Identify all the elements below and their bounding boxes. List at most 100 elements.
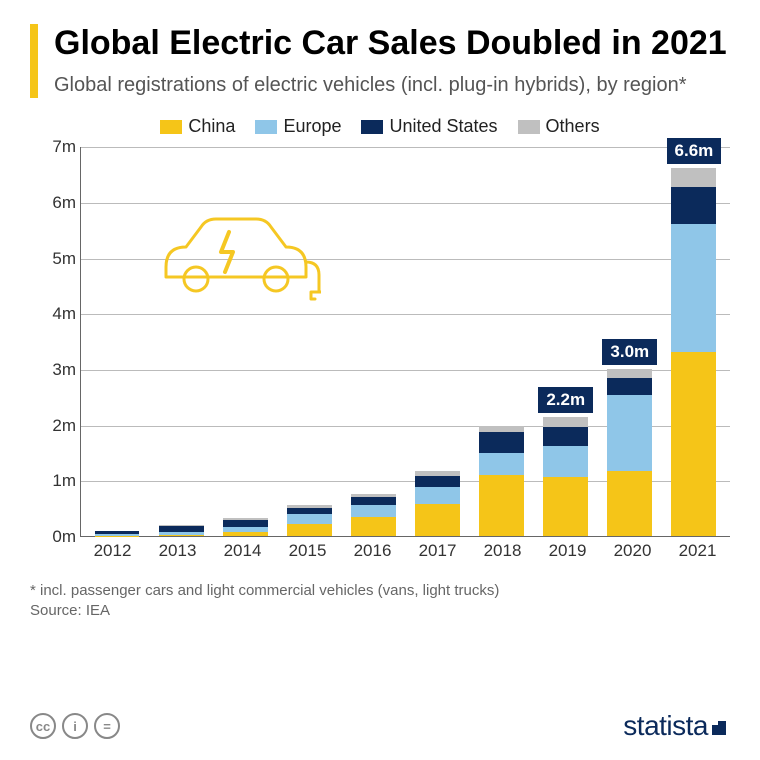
legend-swatch xyxy=(518,120,540,134)
y-tick-label: 5m xyxy=(52,249,76,269)
footnote: * incl. passenger cars and light commerc… xyxy=(30,581,730,622)
footer: cci= statista xyxy=(30,710,730,742)
bar-total-label: 6.6m xyxy=(667,138,722,164)
bar-segment-us xyxy=(223,520,268,527)
bar-total-label: 3.0m xyxy=(602,339,657,365)
bar-segment-europe xyxy=(543,446,588,477)
bar-column xyxy=(341,494,405,536)
x-tick-label: 2018 xyxy=(470,541,535,567)
bar-segment-china xyxy=(287,524,332,536)
bar-stack xyxy=(607,369,652,536)
bar-column xyxy=(213,518,277,536)
bar-column xyxy=(277,505,341,536)
bar-segment-china xyxy=(543,477,588,536)
bar-segment-china xyxy=(607,471,652,536)
bar-segment-others xyxy=(607,369,652,378)
legend-label: China xyxy=(188,116,235,137)
bar-column xyxy=(85,531,149,537)
legend-item: China xyxy=(160,116,235,137)
bar-segment-us xyxy=(543,427,588,445)
bar-segment-china xyxy=(95,536,140,537)
bar-segment-europe xyxy=(351,505,396,517)
x-tick-label: 2019 xyxy=(535,541,600,567)
y-axis: 0m1m2m3m4m5m6m7m xyxy=(40,147,80,537)
bar-stack xyxy=(159,525,204,536)
plot-area: 2.2m3.0m6.6m xyxy=(80,147,730,537)
brand-text: statista xyxy=(623,710,708,741)
chart-subtitle: Global registrations of electric vehicle… xyxy=(54,73,730,98)
y-tick-label: 2m xyxy=(52,416,76,436)
license-icon: cc xyxy=(30,713,56,739)
bar-segment-china xyxy=(479,475,524,536)
x-tick-label: 2015 xyxy=(275,541,340,567)
title-accent-bar xyxy=(30,24,38,98)
bar-segment-us xyxy=(479,432,524,452)
title-text-wrap: Global Electric Car Sales Doubled in 202… xyxy=(54,24,730,98)
bar-segment-europe xyxy=(287,514,332,525)
y-tick-label: 1m xyxy=(52,471,76,491)
bar-stack xyxy=(223,518,268,536)
bar-column: 6.6m xyxy=(662,168,726,536)
bar-stack xyxy=(671,168,716,536)
brand-logo: statista xyxy=(623,710,730,742)
bar-column: 3.0m xyxy=(598,369,662,536)
x-tick-label: 2016 xyxy=(340,541,405,567)
bar-segment-us xyxy=(351,497,396,506)
y-tick-label: 6m xyxy=(52,193,76,213)
bar-column: 2.2m xyxy=(534,417,598,536)
x-axis-labels: 2012201320142015201620172018201920202021 xyxy=(80,541,730,567)
bar-stack xyxy=(287,505,332,536)
brand-dot-icon xyxy=(708,717,730,739)
bar-segment-china xyxy=(159,535,204,536)
title-block: Global Electric Car Sales Doubled in 202… xyxy=(30,24,730,98)
legend: China Europe United States Others xyxy=(30,116,730,137)
x-tick-label: 2013 xyxy=(145,541,210,567)
bar-segment-others xyxy=(479,426,524,433)
bar-stack xyxy=(95,531,140,537)
bar-segment-europe xyxy=(415,487,460,504)
license-icon: i xyxy=(62,713,88,739)
bar-stack xyxy=(415,471,460,536)
bar-total-label: 2.2m xyxy=(538,387,593,413)
bar-segment-europe xyxy=(671,224,716,352)
x-tick-label: 2020 xyxy=(600,541,665,567)
bar-stack xyxy=(543,417,588,536)
legend-swatch xyxy=(255,120,277,134)
footnote-line-2: Source: IEA xyxy=(30,601,730,621)
bar-segment-europe xyxy=(607,395,652,471)
y-tick-label: 7m xyxy=(52,137,76,157)
x-tick-label: 2021 xyxy=(665,541,730,567)
bar-stack xyxy=(479,426,524,536)
bar-stack xyxy=(351,494,396,536)
bar-segment-us xyxy=(607,378,652,395)
legend-item: Europe xyxy=(255,116,341,137)
bar-column xyxy=(149,525,213,536)
bar-segment-europe xyxy=(479,453,524,475)
bar-column xyxy=(470,426,534,536)
bar-segment-china xyxy=(671,352,716,536)
footnote-line-1: * incl. passenger cars and light commerc… xyxy=(30,581,730,601)
x-tick-label: 2012 xyxy=(80,541,145,567)
y-tick-label: 0m xyxy=(52,527,76,547)
bar-segment-us xyxy=(671,187,716,224)
bar-segment-others xyxy=(543,417,588,427)
bar-segment-others xyxy=(671,168,716,186)
bar-group: 2.2m3.0m6.6m xyxy=(81,147,730,536)
bar-column xyxy=(405,471,469,536)
x-tick-label: 2014 xyxy=(210,541,275,567)
chart-title: Global Electric Car Sales Doubled in 202… xyxy=(54,24,730,63)
bar-segment-china xyxy=(351,517,396,536)
legend-label: Europe xyxy=(283,116,341,137)
license-icon: = xyxy=(94,713,120,739)
legend-item: United States xyxy=(361,116,497,137)
y-tick-label: 3m xyxy=(52,360,76,380)
y-tick-label: 4m xyxy=(52,304,76,324)
legend-label: Others xyxy=(546,116,600,137)
x-tick-label: 2017 xyxy=(405,541,470,567)
bar-segment-china xyxy=(223,532,268,536)
chart-area: 0m1m2m3m4m5m6m7m 2.2m3.0m6.6m 2012201320… xyxy=(40,147,730,567)
license-icons: cci= xyxy=(30,713,120,739)
bar-segment-us xyxy=(415,476,460,487)
legend-item: Others xyxy=(518,116,600,137)
legend-swatch xyxy=(160,120,182,134)
